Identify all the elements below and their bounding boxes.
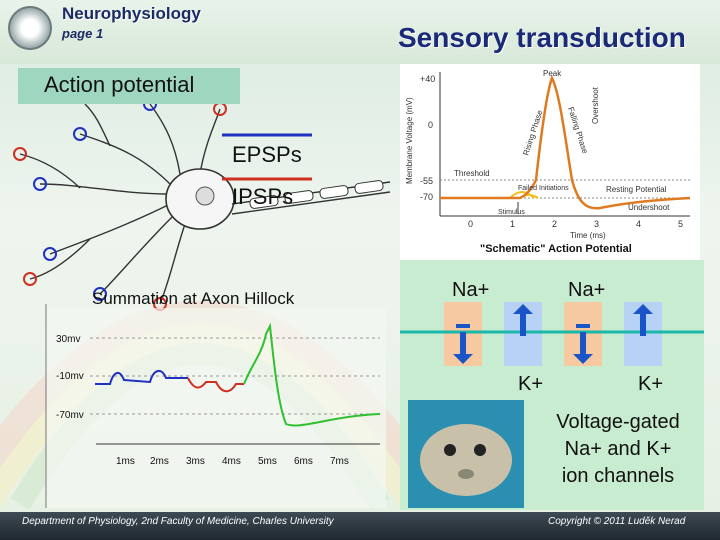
- down-arrow-icon: [453, 332, 473, 364]
- down-arrow-icon: [573, 332, 593, 364]
- x-tick: 7ms: [330, 456, 349, 467]
- y-tick: 0: [428, 120, 433, 130]
- channel-caption-line: ion channels: [562, 465, 674, 487]
- x-tick: 2ms: [150, 456, 169, 467]
- section-label: Action potential: [44, 72, 195, 97]
- action-potential-chart: Membrane Voltage (mV) +40 0 -55 -70 Peak…: [400, 64, 700, 260]
- x-tick: 4: [636, 219, 641, 229]
- course-name: Neurophysiology: [62, 4, 201, 23]
- neuron-illustration: EPSPs IPSPs Summation at Axon Hillock 30…: [0, 97, 400, 510]
- y-tick: -70: [420, 192, 433, 202]
- y-axis-label: Membrane Voltage (mV): [405, 97, 414, 184]
- undershoot-label: Undershoot: [628, 203, 670, 212]
- y-tick: +40: [420, 74, 435, 84]
- na-label: Na+: [452, 279, 489, 301]
- x-tick: 5ms: [258, 456, 277, 467]
- x-tick: 1: [510, 219, 515, 229]
- slide-title: Sensory transduction: [398, 22, 686, 53]
- university-seal-icon: [8, 6, 52, 50]
- x-axis-label: Time (ms): [570, 231, 606, 240]
- stimulus-label: Stimulus: [498, 209, 525, 216]
- failed-initiations-label: Failed Initiations: [518, 185, 569, 192]
- x-tick: 5: [678, 219, 683, 229]
- y-tick: 30mv: [56, 334, 80, 345]
- overshoot-label: Overshoot: [591, 86, 600, 124]
- threshold-label: Threshold: [454, 169, 490, 178]
- na-label: Na+: [568, 279, 605, 301]
- epsps-label: EPSPs: [232, 142, 302, 167]
- y-tick: -70mv: [56, 410, 84, 421]
- k-label: K+: [638, 373, 663, 395]
- channel-caption-line: Voltage-gated: [556, 411, 679, 433]
- resting-potential-label: Resting Potential: [606, 185, 667, 194]
- x-tick: 3ms: [186, 456, 205, 467]
- x-tick: 0: [468, 219, 473, 229]
- summation-plot: Summation at Axon Hillock 30mv -10mv -70…: [45, 289, 386, 508]
- footer-copyright: Copyright © 2011 Luděk Nerad: [548, 516, 686, 527]
- footer-bar: [0, 512, 720, 540]
- y-tick: -10mv: [56, 371, 84, 382]
- y-tick: -55: [420, 176, 433, 186]
- chart-caption: "Schematic" Action Potential: [480, 243, 632, 255]
- x-tick: 2: [552, 219, 557, 229]
- up-arrow-icon: [513, 304, 533, 336]
- footer-department: Department of Physiology, 2nd Faculty of…: [22, 516, 334, 527]
- header-bar: [0, 0, 720, 64]
- summation-title: Summation at Axon Hillock: [92, 289, 295, 308]
- peak-label: Peak: [543, 69, 562, 78]
- x-tick: 1ms: [116, 456, 135, 467]
- ipsps-label: IPSPs: [232, 184, 293, 209]
- x-tick: 3: [594, 219, 599, 229]
- up-arrow-icon: [633, 304, 653, 336]
- x-tick: 4ms: [222, 456, 241, 467]
- pufferfish-photo: [408, 400, 524, 508]
- k-label: K+: [518, 373, 543, 395]
- x-tick: 6ms: [294, 456, 313, 467]
- page-number: page 1: [62, 26, 104, 41]
- ion-channel-diagram: Na+ Na+ K+ K+ Voltage-gated Na+ and K+ i…: [400, 279, 704, 508]
- section-label-bar: [18, 68, 240, 104]
- channel-caption-line: Na+ and K+: [565, 438, 672, 460]
